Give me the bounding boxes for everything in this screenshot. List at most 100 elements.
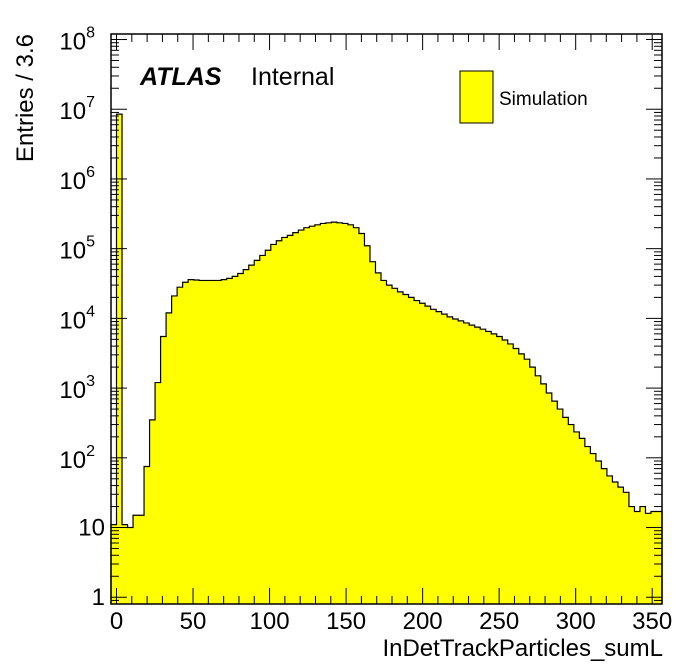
histogram-bin: [441, 314, 448, 604]
histogram-bin: [386, 285, 393, 604]
histogram-bin: [116, 114, 123, 604]
x-tick-label: 50: [180, 608, 207, 635]
histogram-bin: [287, 235, 294, 604]
histogram-bin: [226, 278, 233, 604]
histogram-bin: [496, 336, 503, 604]
histogram-bin: [221, 279, 228, 604]
histogram-bin: [309, 226, 316, 604]
histogram-bin: [612, 481, 619, 604]
histogram-bin: [166, 312, 173, 604]
histogram-bin: [232, 276, 239, 604]
histogram-bin: [469, 325, 476, 604]
y-tick-label: 1: [92, 584, 105, 611]
x-axis-title: InDetTrackParticles_sumL: [382, 635, 663, 662]
histogram-bin: [177, 287, 184, 604]
histogram-bin: [182, 282, 189, 604]
histogram-bin: [331, 222, 338, 604]
histogram-bin: [562, 417, 569, 604]
atlas-label: ATLAS: [139, 63, 222, 91]
histogram-bin: [595, 461, 602, 604]
x-tick-label: 100: [250, 608, 290, 635]
histogram-bin: [265, 250, 272, 605]
histogram-bin: [133, 515, 140, 604]
histogram-bin: [623, 492, 630, 604]
axis-ticks: [111, 34, 662, 605]
histogram-bin: [557, 409, 564, 604]
y-tick-labels: 1 10 102 103 104 105 106 107 108: [59, 25, 105, 612]
histogram-bin: [535, 375, 542, 604]
histogram-bin: [524, 359, 531, 604]
histogram-bin: [292, 232, 299, 604]
y-tick-label: 107: [59, 94, 95, 125]
histogram-bin: [149, 419, 156, 604]
histogram-bin: [590, 453, 597, 604]
histogram-bins: [111, 114, 663, 605]
histogram-bin: [419, 303, 426, 604]
histogram-bin: [342, 223, 349, 604]
histogram-bin: [485, 331, 492, 604]
legend-swatch: [459, 70, 494, 124]
histogram-bin: [204, 280, 211, 604]
histogram-bin: [215, 280, 222, 604]
y-tick-label: 104: [59, 303, 95, 334]
histogram-bin: [573, 431, 580, 604]
histogram-bin: [502, 339, 509, 604]
histogram-bin: [248, 265, 255, 604]
histogram-bin: [606, 475, 614, 604]
histogram-bin: [579, 438, 586, 604]
y-axis-title: Entries / 3.6: [12, 34, 39, 162]
histogram-bin: [243, 269, 250, 604]
histogram-bin: [160, 336, 167, 604]
histogram-bin: [403, 294, 410, 604]
histogram-bin: [320, 223, 327, 604]
histogram-bin: [584, 446, 591, 604]
legend-label: Simulation: [499, 89, 588, 110]
histogram-bin: [656, 511, 663, 604]
histogram-bin: [414, 300, 421, 604]
histogram-bin: [276, 240, 283, 604]
x-tick-label: 200: [403, 608, 443, 635]
histogram-bin: [529, 367, 536, 604]
histogram-bin: [199, 280, 206, 604]
y-tick-label: 102: [59, 443, 95, 474]
y-tick-label: 108: [59, 25, 95, 56]
histogram-bin: [430, 309, 437, 604]
histogram-bin: [601, 468, 608, 604]
histogram-bin: [546, 393, 553, 604]
histogram-bin: [463, 322, 470, 604]
histogram-bin: [127, 527, 134, 604]
histogram-bin: [193, 280, 200, 604]
histogram-bin: [336, 222, 344, 605]
histogram-bin: [518, 353, 525, 604]
y-tick-label: 10: [78, 515, 105, 542]
histogram-bin: [458, 320, 465, 604]
histogram-bin: [144, 466, 151, 604]
atlas-status-label: Internal: [251, 63, 334, 91]
histogram-bin: [447, 316, 454, 604]
histogram-outline: [110, 113, 663, 604]
histogram-bin: [237, 273, 244, 604]
histogram-bin: [436, 311, 443, 604]
histogram-bin: [480, 329, 487, 604]
histogram-bin: [397, 291, 404, 604]
histogram-bin: [369, 261, 377, 604]
histogram-bin: [639, 506, 647, 604]
x-tick-labels: 0 50 100 150 200 250 300 350: [110, 608, 672, 635]
histogram-bin: [392, 288, 399, 604]
histogram-bin: [325, 222, 332, 605]
histogram-bin: [491, 333, 498, 604]
histogram-bin: [628, 506, 636, 604]
histogram-bin: [314, 224, 321, 605]
histogram-bin: [303, 227, 310, 604]
histogram-bin: [138, 515, 145, 604]
histogram-bin: [650, 511, 658, 604]
histogram-bin: [364, 245, 371, 605]
histogram-bin: [358, 233, 366, 604]
histogram-bin: [540, 383, 547, 604]
histogram-bin: [474, 327, 481, 604]
histogram-bin: [380, 280, 388, 604]
y-tick-label: 105: [59, 234, 95, 265]
histogram-bin: [298, 230, 305, 605]
histogram-bin: [375, 272, 382, 604]
